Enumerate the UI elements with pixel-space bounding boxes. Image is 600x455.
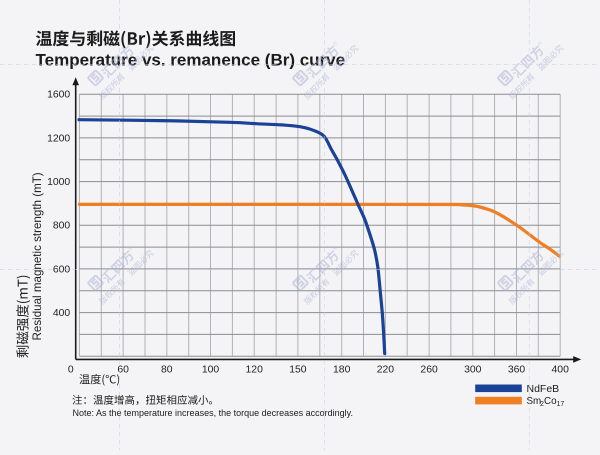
svg-text:Residual magnetic strength (mT: Residual magnetic strength (mT) xyxy=(31,172,44,340)
svg-text:2: 2 xyxy=(540,401,544,408)
svg-text:260: 260 xyxy=(420,364,438,375)
svg-text:17: 17 xyxy=(557,401,565,408)
svg-text:Temperature vs. remanence (Br): Temperature vs. remanence (Br) curve xyxy=(36,51,346,70)
svg-text:180: 180 xyxy=(333,364,351,375)
svg-text:400: 400 xyxy=(552,364,570,375)
svg-text:120: 120 xyxy=(246,364,264,375)
svg-text:220: 220 xyxy=(377,364,395,375)
svg-text:Note: As the temperature incre: Note: As the temperature increases, the … xyxy=(73,408,354,418)
svg-text:Sm: Sm xyxy=(527,396,542,407)
svg-text:Co: Co xyxy=(544,396,557,407)
svg-text:60: 60 xyxy=(117,364,129,375)
svg-text:80: 80 xyxy=(161,364,173,375)
svg-text:360: 360 xyxy=(508,364,526,375)
svg-text:600: 600 xyxy=(53,264,71,275)
svg-text:NdFeB: NdFeB xyxy=(527,383,560,395)
svg-text:1000: 1000 xyxy=(47,177,70,188)
svg-text:300: 300 xyxy=(464,364,482,375)
svg-text:1600: 1600 xyxy=(47,90,70,101)
svg-text:400: 400 xyxy=(53,308,71,319)
svg-text:150: 150 xyxy=(289,364,307,375)
svg-text:100: 100 xyxy=(202,364,220,375)
svg-text:1200: 1200 xyxy=(47,133,70,144)
svg-text:800: 800 xyxy=(53,221,71,232)
svg-text:0: 0 xyxy=(68,364,74,375)
